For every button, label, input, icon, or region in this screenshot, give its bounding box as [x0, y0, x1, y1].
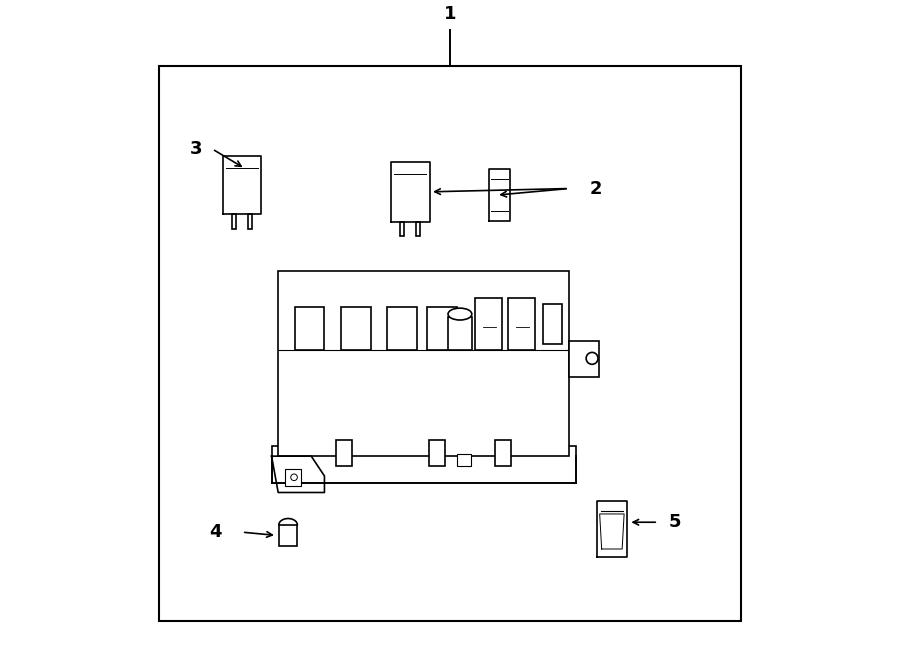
- Ellipse shape: [586, 352, 598, 364]
- Bar: [429, 440, 445, 466]
- Bar: [248, 214, 252, 229]
- Bar: [232, 214, 236, 229]
- Bar: [417, 221, 420, 236]
- Ellipse shape: [291, 474, 297, 481]
- Bar: [272, 446, 576, 483]
- Text: 3: 3: [189, 140, 202, 158]
- Bar: [448, 317, 472, 350]
- Bar: [495, 440, 511, 466]
- Bar: [400, 221, 404, 236]
- Text: 2: 2: [590, 180, 601, 198]
- Bar: [279, 525, 297, 546]
- Bar: [387, 307, 417, 350]
- Bar: [456, 454, 471, 466]
- Ellipse shape: [448, 308, 472, 320]
- Bar: [475, 297, 501, 350]
- Bar: [341, 307, 371, 350]
- Bar: [543, 304, 562, 344]
- Bar: [569, 340, 598, 377]
- Text: 1: 1: [444, 5, 456, 23]
- Bar: [278, 271, 569, 456]
- Bar: [508, 297, 535, 350]
- Bar: [159, 66, 741, 621]
- Text: 4: 4: [209, 523, 221, 541]
- Bar: [427, 307, 456, 350]
- Text: 5: 5: [669, 513, 681, 531]
- Bar: [284, 469, 302, 486]
- Bar: [337, 440, 352, 466]
- Bar: [294, 307, 324, 350]
